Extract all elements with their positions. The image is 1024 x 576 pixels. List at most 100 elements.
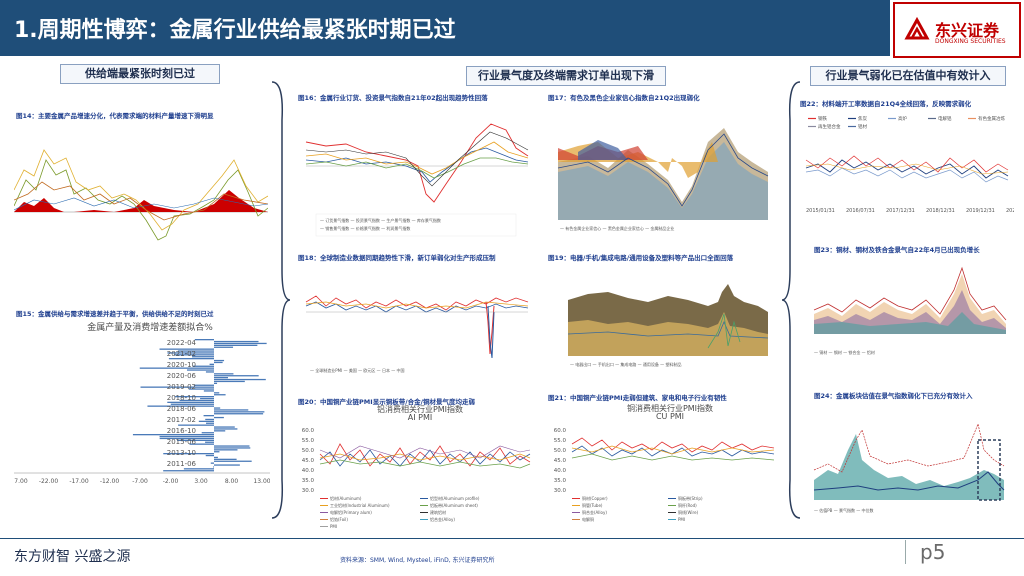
svg-text:— 有色金属企业家信心 — 黑色金属企业家信心 — 金属: — 有色金属企业家信心 — 黑色金属企业家信心 — 金属制品企业 [560,225,674,231]
bar [213,466,214,468]
legend-entry: 铝材(Aluminum) [330,495,362,501]
bar [168,358,214,360]
y-tick-label: 2019-02 [167,383,196,391]
legend-entry: 电解铝(Primary alum) [330,509,372,515]
bar [203,390,214,392]
y-tick-label: 2018-06 [167,405,197,413]
x-tick-label: 2016/07/31 [846,208,875,214]
footer-source: 资料来源：SMM, Wind, Mysteel, iFinD, 东兴证券研究所 [340,557,495,564]
y-tick-label: 55.0 [302,438,315,444]
bar [214,460,252,462]
bar [214,375,259,377]
figure-15-subtitle: 金属产量及消费增速差额拟合% [87,323,213,333]
bar [170,403,214,405]
y-tick-label: 2011-06 [167,460,197,468]
bar [214,449,238,451]
figure-21-subtitle: 铜消费相关行业PMI指数 [626,404,714,413]
bar [192,356,214,358]
y-tick-label: 30.0 [302,488,315,494]
y-tick-label: 2020-06 [167,372,197,380]
y-tick-label: 40.0 [302,468,315,474]
figure-15-chart: 2022-04 2021-02 2020-10 2020-06 2019-02 2018-… [14,339,270,483]
y-tick-label: 2021-02 [167,350,196,358]
bar [214,340,259,343]
footer-motto: 东方财智 兴盛之源 [14,549,131,565]
bar [206,422,214,424]
x-tick-label: -17.00 [69,478,89,483]
bar [214,464,240,466]
legend-entry: PMI [678,517,685,522]
legend-entry: 铜线(Wire) [678,509,699,515]
y-tick-label: 30.0 [554,488,567,494]
y-tick-label: 35.0 [554,478,567,484]
bar [214,428,238,430]
y-tick-label: 50.0 [554,448,567,454]
figure-17-caption: 图17：有色及黑色企业家信心指数自21Q2出现弱化 [548,94,700,102]
bar [175,396,214,398]
x-tick-label: 8.00 [225,478,239,483]
legend-entry: 建筑铝材 [430,509,446,515]
bar [214,416,224,419]
legend-entry: 钢铁 [818,115,827,122]
bar [214,413,264,415]
logo-subtext: DONGXING SECURITIES [935,38,1006,45]
bar [167,352,214,354]
y-tick-label: 60.0 [554,428,567,434]
bar [200,397,214,400]
bar [214,361,223,364]
y-tick-label: 60.0 [302,428,315,434]
figure-21-chart: 60.055.050.045.040.035.030.0 铜材(Copper) 铜… [554,428,775,522]
y-tick-label: 2018-10 [167,394,196,402]
bar [173,354,214,356]
bar [139,367,214,369]
y-tick-label: 55.0 [554,438,567,444]
svg-text:— 全球制造业PMI — 美国 — 欧元区 — 日本: — 全球制造业PMI — 美国 — 欧元区 — 日本 — 中国 [310,367,405,373]
bar [201,432,214,434]
bar [214,359,225,362]
figure-15-caption: 图15：金属供给与需求增速差并趋于平衡，供给供给不足的时刻已过 [16,310,214,318]
bar [205,454,214,457]
figure-20-caption: 图20：中国铜产业链PMI显示铜板带/合金/铜材景气度均走弱 [298,398,475,406]
y-tick-label: 45.0 [302,458,315,464]
bar [177,439,214,441]
brace-left [271,81,291,519]
bar [214,458,237,460]
figure-14-chart [14,149,268,241]
svg-text:— 订货景气指数 — 投资景气指数 — 生产景气指数: — 订货景气指数 — 投资景气指数 — 生产景气指数 — 库存景气指数 [320,217,441,223]
figure-20-chart: 60.0 55.0 50.0 45.0 40.0 35.0 30.0 铝材(Aluminum… [302,428,531,528]
legend-entry: 铜管(Tube) [582,502,603,508]
legend-entry: 铜杆(Rod) [678,502,697,508]
bar [188,388,214,390]
legend-entry: 铜板带(Strip) [678,495,703,501]
bar [214,445,250,447]
x-tick-label: 2015/01/31 [806,208,835,214]
column-title-demand: 行业景气度及终端需求订单出现下滑 [466,66,666,86]
bar [159,348,214,350]
bar [210,462,214,464]
legend-entry: PMI [330,524,337,528]
bar [163,470,214,472]
figure-18-chart: — 全球制造业PMI — 美国 — 欧元区 — 日本 — 中国 [305,295,529,373]
bar [205,441,214,443]
x-tick-label: -12.00 [100,478,120,483]
title-bar: 1.周期性博弈：金属行业供给最紧张时期已过 [0,0,890,56]
bar [163,453,214,455]
company-logo: 东兴证券 DONGXING SECURITIES [893,2,1021,58]
legend-entry: 有色金属冶炼 [978,115,1005,122]
bar [214,426,235,428]
footer-divider [0,538,1024,539]
legend-entry: 铝合金(Alloy) [430,516,455,522]
bar [159,435,214,438]
bar [179,399,214,402]
figure-21-subtitle-2: CU PMI [655,412,685,421]
bar [214,378,266,381]
y-tick-label: 2022-04 [167,339,197,347]
legend-entry: 焦炭 [858,115,867,122]
x-tick-label: -27.00 [14,478,28,483]
figure-18-caption: 图18：全球制造业数据同期趋势性下滑，新订单弱化对生产形成压制 [298,254,496,262]
y-tick-label: 35.0 [302,478,315,484]
x-tick-label: 2019/12/31 [966,208,995,214]
svg-text:— 销售景气指数 — 价格景气指数 — 利润景气指数: — 销售景气指数 — 价格景气指数 — 利润景气指数 [320,225,410,231]
logo-mark-icon [904,16,930,40]
